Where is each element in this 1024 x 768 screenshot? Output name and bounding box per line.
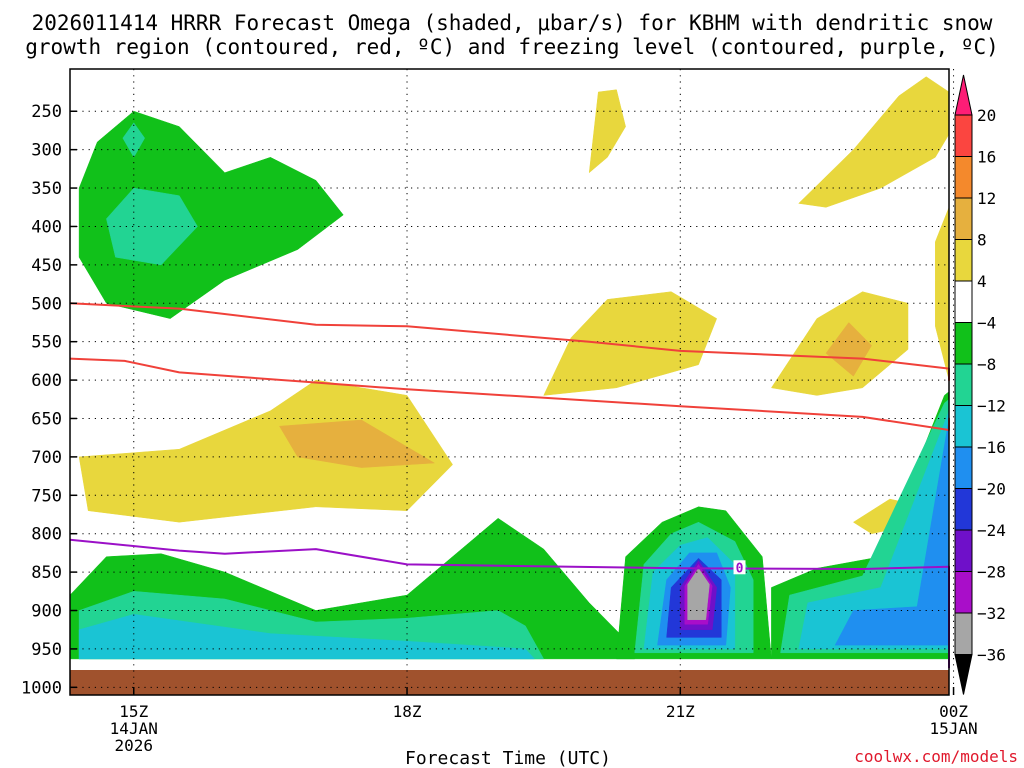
y-tick-label: 700 [31, 448, 62, 468]
colorbar-label: −12 [977, 397, 1006, 416]
y-tick-label: 400 [31, 217, 62, 237]
y-tick-label: 750 [31, 486, 62, 506]
colorbar-label: 20 [977, 106, 996, 125]
credit-text: coolwx.com/models [854, 747, 1018, 766]
colorbar-label: −20 [977, 480, 1006, 499]
colorbar-label: −36 [977, 646, 1006, 665]
plot-frame [69, 68, 950, 696]
omega-shading [69, 72, 950, 663]
omega-cell-warm-mid-center-core [825, 322, 872, 377]
x-tick-date-label: 14JAN [110, 719, 158, 738]
omega-cell-warm-south-west-core [279, 419, 435, 468]
x-tick-date-label: 2026 [114, 736, 153, 755]
colorbar-segment [954, 156, 973, 199]
colorbar-label: −24 [977, 521, 1006, 540]
colorbar-label: −16 [977, 438, 1006, 457]
colorbar-segment [954, 612, 973, 655]
colorbar-label: 8 [977, 231, 987, 250]
y-tick-label: 900 [31, 602, 62, 622]
x-tick-label: 15Z [119, 702, 148, 721]
x-axis-title: Forecast Time (UTC) [405, 748, 611, 768]
colorbar-segment [954, 197, 973, 240]
omega-cell-cool-low-west-12 [78, 614, 535, 660]
y-tick-label: 500 [31, 294, 62, 314]
colorbar-label: 12 [977, 189, 996, 208]
colorbar-segment [954, 405, 973, 448]
colorbar-label: −8 [977, 355, 996, 374]
omega-cell-cool-low-21z-32 [687, 568, 710, 620]
x-tick-label: 18Z [393, 702, 422, 721]
y-tick-label: 950 [31, 640, 62, 660]
colorbar-segment [954, 280, 973, 323]
colorbar-segment [954, 529, 973, 572]
contour-label-bg [733, 560, 746, 575]
colorbar-segment [954, 239, 973, 282]
colorbar-label: 4 [977, 272, 987, 291]
colorbar-bottom-arrow [954, 654, 973, 695]
y-tick-label: 600 [31, 371, 62, 391]
omega-cell-cool-upper-west-8 [106, 187, 198, 266]
colorbar-segment [954, 446, 973, 489]
colorbar-label: −4 [977, 314, 996, 333]
y-tick-label: 450 [31, 256, 62, 276]
colorbar-label: −32 [977, 604, 1006, 623]
contour-label-zero: 0 [736, 561, 744, 576]
colorbar-segment [954, 114, 973, 157]
y-axis: 250 300 350 400 450 500 550 600 650 700 750 800 850 9… [21, 102, 77, 698]
omega-cell-warm-mid-left [543, 291, 717, 396]
x-tick-label: 21Z [666, 702, 695, 721]
colorbar: 20 16 12 8 4 −4 −8 −12 −16 −20 −24 −28 −32 −36 [954, 74, 1006, 695]
y-tick-label: 1000 [21, 678, 62, 698]
omega-cell-cool-upper-west-8b [122, 122, 145, 158]
colorbar-label: 16 [977, 148, 996, 167]
colorbar-segment [954, 363, 973, 406]
y-tick-label: 250 [31, 102, 62, 122]
colorbar-segment [954, 322, 973, 365]
y-tick-label: 300 [31, 141, 62, 161]
x-tick-label: 00Z [939, 702, 968, 721]
colorbar-segment [954, 571, 973, 614]
colorbar-top-arrow [954, 74, 973, 116]
y-tick-label: 800 [31, 525, 62, 545]
omega-cell-warm-south-west [78, 379, 453, 523]
chart-title-line-1: 2026011414 HRRR Forecast Omega (shaded, … [31, 11, 993, 35]
y-tick-label: 650 [31, 409, 62, 429]
chart-title-line-2: growth region (contoured, red, ºC) and f… [25, 35, 999, 59]
y-tick-label: 350 [31, 179, 62, 199]
ground-surface [70, 670, 949, 695]
y-tick-label: 550 [31, 333, 62, 353]
colorbar-segment [954, 488, 973, 531]
y-tick-label: 850 [31, 563, 62, 583]
colorbar-label: −28 [977, 563, 1006, 582]
omega-cell-warm-upper-small [588, 89, 626, 173]
x-tick-date-label: 15JAN [929, 719, 977, 738]
x-axis: 15Z14JAN202618Z21Z00Z15JAN03Z06Z [110, 687, 978, 755]
grid-lines [70, 69, 955, 695]
